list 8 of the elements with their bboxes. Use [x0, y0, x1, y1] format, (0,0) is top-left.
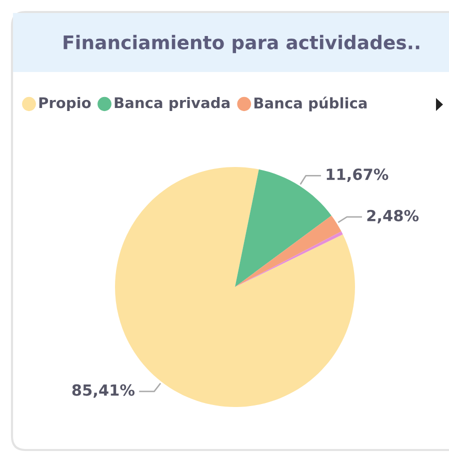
pie-slice	[235, 216, 342, 287]
data-label: 11,67%	[326, 168, 388, 182]
legend-label: Propio	[39, 96, 91, 112]
chart-title: Financiamiento para actividades..	[64, 34, 420, 54]
data-label: 85,41%	[72, 384, 135, 398]
legend-label: Banca privada	[114, 96, 230, 112]
legend-label: Banca pública	[254, 96, 367, 112]
data-label: 2,48%	[367, 210, 419, 224]
